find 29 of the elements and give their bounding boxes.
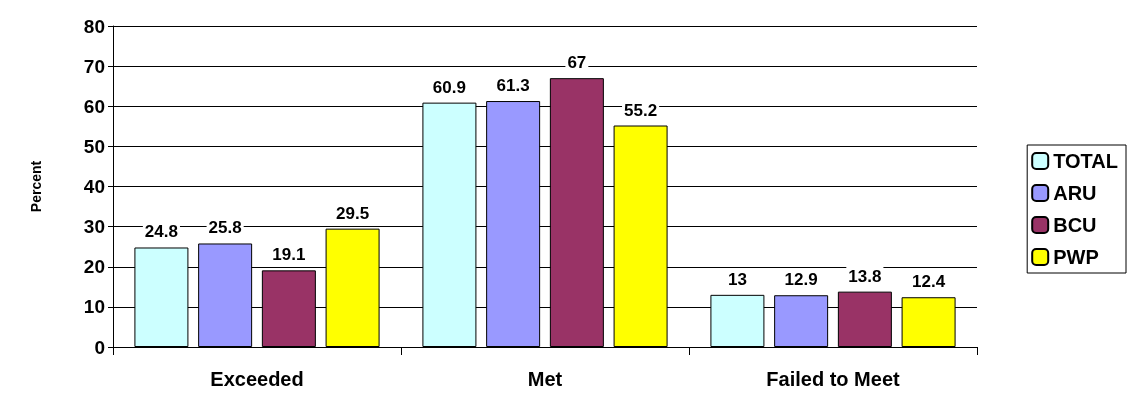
legend-label: BCU: [1053, 214, 1097, 236]
data-label: 13.8: [848, 266, 882, 286]
legend-label: PWP: [1053, 246, 1099, 268]
legend-label: TOTAL: [1053, 150, 1119, 172]
data-label: 29.5: [336, 203, 370, 223]
y-tick-label: 70: [83, 55, 105, 77]
y-tick-label: 0: [94, 336, 105, 358]
data-label: 25.8: [208, 218, 242, 238]
legend-label: ARU: [1053, 182, 1097, 204]
data-label: 19.1: [272, 245, 306, 265]
y-tick-label: 60: [83, 95, 105, 117]
y-tick-label: 10: [83, 296, 105, 318]
data-label: 67: [567, 53, 587, 73]
x-tick-label: Exceeded: [210, 368, 304, 390]
y-axis-title: Percent: [28, 160, 44, 213]
data-label: 55.2: [624, 100, 658, 120]
data-label: 13: [727, 269, 747, 289]
y-tick-label: 80: [83, 15, 105, 37]
data-label: 12.4: [912, 272, 946, 292]
data-label: 61.3: [496, 76, 530, 96]
x-tick-label: Met: [527, 368, 563, 390]
y-tick-label: 40: [83, 176, 105, 197]
y-tick-label: 20: [83, 256, 105, 278]
data-label: 60.9: [432, 77, 466, 97]
data-label: 12.9: [784, 270, 818, 290]
data-label: 24.8: [144, 222, 178, 242]
y-tick-label: 30: [83, 216, 105, 238]
y-tick-label: 50: [83, 135, 105, 157]
x-tick-label: Failed to Meet: [766, 368, 901, 390]
